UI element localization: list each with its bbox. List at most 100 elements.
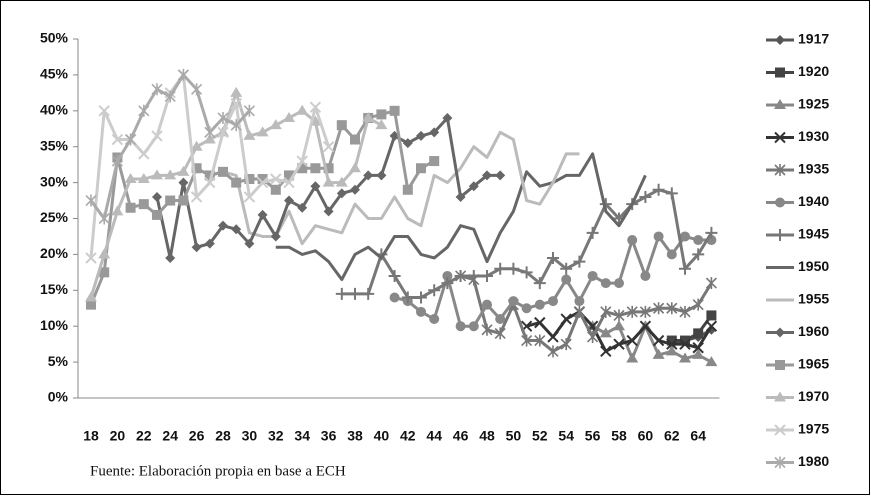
- data-point: [626, 352, 639, 363]
- y-tick-label: 30%: [40, 173, 69, 189]
- data-point: [335, 287, 348, 300]
- data-point: [613, 338, 625, 350]
- x-tick-label: 18: [83, 428, 99, 444]
- data-point: [679, 352, 691, 363]
- data-point: [99, 267, 110, 278]
- data-point: [626, 334, 638, 347]
- data-point: [231, 177, 242, 188]
- data-point: [284, 195, 294, 206]
- series-line: [460, 274, 713, 353]
- x-tick-label: 26: [189, 428, 205, 444]
- y-tick-label: 0%: [48, 389, 69, 405]
- data-point: [270, 184, 281, 195]
- legend-marker: [774, 391, 786, 402]
- data-point: [296, 104, 309, 115]
- data-point: [376, 170, 387, 181]
- x-tick-label: 56: [585, 428, 601, 444]
- data-point: [573, 255, 586, 268]
- legend-label: 1975: [798, 421, 829, 437]
- data-point: [243, 129, 256, 140]
- data-point: [613, 320, 625, 331]
- data-point: [257, 209, 268, 220]
- legend-marker: [775, 67, 785, 78]
- data-point: [573, 305, 585, 318]
- data-point: [349, 287, 361, 300]
- data-point: [534, 299, 545, 310]
- data-point: [230, 97, 242, 110]
- data-point: [666, 249, 677, 260]
- data-point: [190, 191, 203, 203]
- data-point: [336, 120, 347, 131]
- data-point: [639, 190, 652, 203]
- legend-label: 1955: [798, 291, 829, 307]
- x-tick-label: 32: [268, 428, 284, 444]
- legend-label: 1925: [798, 96, 829, 112]
- data-point: [124, 173, 137, 184]
- data-point: [560, 262, 573, 275]
- x-tick-label: 58: [611, 428, 627, 444]
- series: [152, 112, 506, 263]
- data-point: [627, 235, 638, 246]
- data-point: [86, 299, 96, 310]
- data-point: [85, 194, 97, 207]
- data-point: [665, 187, 678, 200]
- data-point: [204, 170, 215, 181]
- data-point: [203, 133, 216, 144]
- data-point: [177, 68, 189, 81]
- data-point: [363, 170, 374, 181]
- data-point: [152, 191, 162, 202]
- data-point: [482, 299, 492, 310]
- series: [455, 269, 717, 358]
- series: [275, 152, 647, 282]
- data-point: [178, 177, 189, 188]
- series: [666, 310, 717, 346]
- legend-marker: [774, 131, 786, 144]
- data-point: [244, 238, 255, 249]
- data-point: [270, 173, 282, 185]
- data-point: [111, 155, 123, 168]
- data-point: [165, 195, 176, 206]
- data-point: [600, 305, 612, 318]
- data-point: [204, 176, 216, 189]
- data-point: [482, 170, 492, 181]
- x-tick-label: 30: [242, 428, 258, 444]
- legend-label: 1940: [798, 193, 829, 209]
- legend-label: 1945: [798, 226, 829, 242]
- legend-marker: [775, 327, 785, 338]
- data-point: [429, 156, 440, 167]
- data-point: [455, 321, 466, 332]
- x-tick-label: 20: [110, 428, 126, 444]
- data-point: [98, 105, 110, 117]
- data-point: [679, 262, 691, 275]
- legend-marker: [774, 164, 786, 176]
- data-point: [256, 126, 269, 137]
- series: [389, 231, 717, 332]
- data-point: [428, 284, 441, 297]
- data-point: [336, 188, 347, 199]
- data-point: [230, 86, 243, 97]
- data-point: [165, 252, 176, 263]
- x-tick-label: 46: [453, 428, 469, 444]
- data-point: [705, 277, 717, 290]
- data-point: [230, 119, 242, 132]
- data-point: [666, 302, 678, 315]
- legend-marker: [774, 229, 786, 241]
- data-point: [98, 248, 111, 259]
- data-point: [389, 292, 400, 303]
- data-point: [323, 163, 334, 174]
- data-point: [468, 321, 479, 332]
- data-point: [244, 174, 255, 185]
- data-point: [204, 126, 216, 139]
- data-point: [705, 320, 718, 332]
- data-point: [177, 165, 190, 176]
- legend-label: 1920: [798, 63, 829, 79]
- legend-label: 1965: [798, 356, 829, 372]
- x-tick-label: 38: [347, 428, 363, 444]
- x-tick-label: 34: [294, 428, 310, 444]
- data-point: [151, 169, 163, 180]
- y-tick-label: 45%: [40, 66, 69, 82]
- data-point: [600, 278, 611, 289]
- data-point: [705, 226, 718, 239]
- data-point: [164, 90, 176, 103]
- data-point: [164, 169, 177, 180]
